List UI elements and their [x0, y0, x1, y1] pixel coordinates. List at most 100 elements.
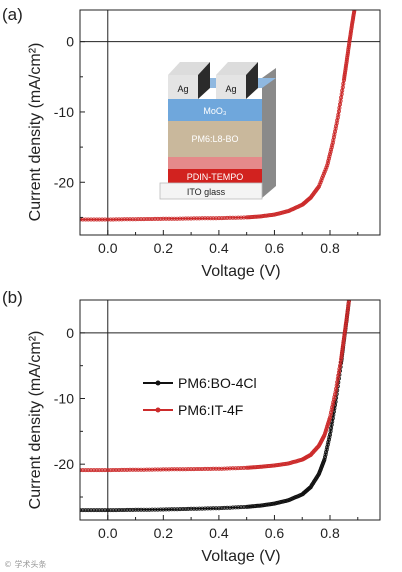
panel-b-data-point: [233, 505, 238, 510]
panel-b-x-tick-label: 0.8: [320, 525, 340, 541]
panel-a-data-point: [327, 152, 332, 157]
panel-a-data-point: [344, 63, 349, 68]
panel-b-data-point: [169, 467, 174, 472]
panel-b-data-point: [164, 507, 169, 512]
panel-b-x-tick-label: 0.4: [209, 525, 229, 541]
panel-a-data-point: [346, 49, 351, 54]
ito-glass-layer: [159, 182, 263, 200]
panel-b-data-point: [325, 422, 330, 427]
panel-a-y-tick-label: -10: [54, 104, 74, 120]
panel-a-data-point: [347, 41, 352, 46]
panel-a-data-point: [345, 55, 350, 60]
panel-b-data-point: [325, 424, 330, 429]
panel-a-data-point: [169, 216, 174, 221]
panel-b-data-point: [331, 397, 336, 402]
panel-b-data-point: [327, 415, 332, 420]
panel-a-data-point: [343, 66, 348, 71]
panel-b-data-point: [340, 348, 345, 353]
panel-a-data-point: [108, 217, 113, 222]
panel-b-data-point: [91, 508, 96, 513]
panel-b-data-point: [158, 467, 163, 472]
panel-a-data-point: [344, 59, 349, 64]
panel-b-data-point: [344, 316, 349, 321]
panel-a-data-point: [327, 154, 332, 159]
panel-b-data-point: [324, 427, 329, 432]
panel-b-data-point: [322, 457, 327, 462]
panel-a-data-point: [345, 53, 350, 58]
panel-a-data-point: [346, 47, 351, 52]
panel-b-data-point: [326, 419, 331, 424]
panel-b-frame: [79, 299, 381, 521]
panel-a-data-point: [194, 216, 199, 221]
panel-a-data-point: [116, 217, 121, 222]
legend-label-pm6-bo-4cl: PM6:BO-4Cl: [178, 375, 257, 391]
legend-marker-pm6-bo-4cl: [155, 380, 161, 386]
active-layer: [168, 121, 262, 157]
panel-b-data-point: [111, 467, 116, 472]
panel-b-data-point: [86, 468, 91, 473]
moo3-layer: [168, 99, 262, 121]
panel-a-data-point: [323, 167, 328, 172]
panel-a-data-point: [208, 216, 213, 221]
panel-b-data-point: [342, 334, 347, 339]
panel-b-data-point: [343, 326, 348, 331]
panel-a-x-tick-label: 0.2: [154, 240, 174, 256]
panel-b-data-point: [219, 505, 224, 510]
panel-a-data-point: [348, 34, 353, 39]
panel-a-data-point: [233, 215, 238, 220]
panel-b-data-point: [328, 412, 333, 417]
panel-b-data-point: [342, 330, 347, 335]
panel-a-data-point: [349, 28, 354, 33]
panel-b-data-point: [208, 466, 213, 471]
panel-b-data-point: [108, 508, 113, 513]
panel-a-data-point: [321, 171, 326, 176]
panel-b-data-point: [339, 352, 344, 357]
panel-b-data-point: [346, 300, 351, 304]
panel-b-data-point: [322, 455, 327, 460]
panel-a-data-point: [94, 217, 99, 222]
panel-a-data-point: [348, 32, 353, 37]
panel-a-data-point: [328, 149, 333, 154]
panel-a-data-point: [319, 178, 324, 183]
panel-a-data-point: [125, 217, 130, 222]
panel-a-data-point: [164, 216, 169, 221]
panel-a-data-point: [342, 74, 347, 79]
panel-b-data-point: [348, 295, 351, 298]
panel-a-data-point: [353, 10, 356, 11]
panel-b-data-point: [105, 508, 110, 513]
pdin-tempo-layer: [168, 169, 262, 183]
panel-b-data-point: [244, 465, 249, 470]
panel-b-data-point: [214, 506, 219, 511]
inset-label-moo3: MoO₃: [203, 106, 227, 116]
panel-b-data-point: [344, 320, 349, 325]
panel-b-data-point: [183, 467, 188, 472]
panel-b-label: (b): [2, 288, 23, 307]
panel-b-data-point: [214, 466, 219, 471]
panel-b-data-point: [332, 395, 337, 400]
panel-a-y-tick-label: 0: [66, 34, 74, 50]
panel-a-data-point: [158, 216, 163, 221]
panel-a: (a) Current density (mA/cm²) Voltage (V): [2, 5, 381, 280]
watermark: © 学术头条: [4, 559, 47, 569]
panel-a-data-point: [318, 180, 323, 185]
panel-a-x-tick-label: 0.8: [320, 240, 340, 256]
panel-b-x-tick-label: 0.0: [98, 525, 118, 541]
panel-b-data-point: [208, 506, 213, 511]
panel-b-data-point: [345, 307, 350, 312]
panel-b-data-point: [326, 420, 331, 425]
panel-b-data-point: [332, 392, 337, 397]
panel-a-data-point: [352, 10, 357, 14]
panel-a-data-point: [144, 216, 149, 221]
panel-a-data-point: [330, 143, 335, 148]
panel-a-label: (a): [2, 5, 23, 24]
panel-b-data-point: [119, 507, 124, 512]
panel-b-data-point: [324, 426, 329, 431]
panel-b-data-point: [323, 429, 328, 434]
panel-a-series-line: [80, 10, 356, 221]
panel-a-data-point: [320, 175, 325, 180]
panel-a-data-point: [105, 217, 110, 222]
panel-a-data-point: [348, 30, 353, 35]
panel-b-data-point: [339, 350, 344, 355]
panel-b-data-point: [342, 332, 347, 337]
